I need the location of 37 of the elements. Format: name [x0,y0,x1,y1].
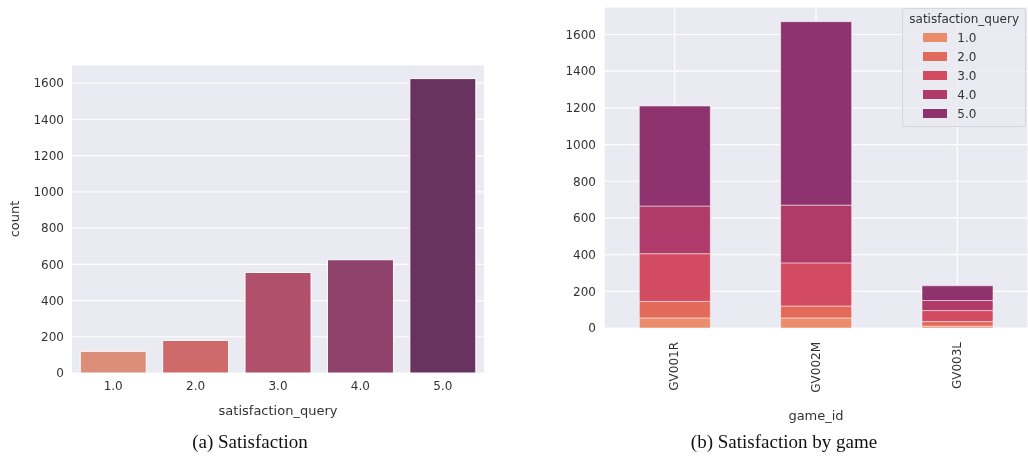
y-tick-label: 600 [573,211,596,226]
y-tick-label: 1200 [33,148,64,163]
x-tick-label: 3.0 [268,378,288,393]
x-tick-label: 5.0 [433,378,453,393]
y-tick-label: 200 [573,284,596,299]
legend-label: 3.0 [957,68,977,83]
x-axis-title: satisfaction_query [218,403,338,418]
y-tick-label: 1000 [565,137,596,152]
legend-label: 5.0 [957,106,977,121]
y-tick-label: 1400 [565,64,596,79]
x-tick-label: 1.0 [103,378,123,393]
y-tick-label: 1600 [33,76,64,91]
y-tick-label: 1400 [33,112,64,127]
x-tick-label: 2.0 [186,378,206,393]
legend-label: 4.0 [957,87,977,102]
x-tick-label: 4.0 [350,378,370,393]
y-tick-label: 600 [41,257,64,272]
legend-label: 2.0 [957,49,977,64]
y-tick-label: 1000 [33,185,64,200]
y-tick-label: 0 [588,321,596,336]
text: (b) Satisfaction by game [689,431,879,453]
y-tick-label: 1200 [565,101,596,116]
y-tick-label: 400 [41,293,64,308]
y-tick-label: 800 [41,221,64,236]
text: (a) Satisfaction [191,431,309,453]
y-tick-label: 0 [56,366,64,381]
x-tick-label: GV002M [808,342,823,393]
y-tick-label: 800 [573,174,596,189]
y-tick-label: 1600 [565,27,596,42]
x-axis-title: game_id [788,408,844,423]
x-tick-label: GV001R [667,342,682,391]
x-tick-label: GV003L [949,341,964,390]
y-axis-title: count [6,200,22,238]
legend-title: satisfaction_query [909,12,1019,26]
legend-label: 1.0 [957,30,977,45]
y-tick-label: 400 [573,247,596,262]
y-tick-label: 200 [41,330,64,345]
